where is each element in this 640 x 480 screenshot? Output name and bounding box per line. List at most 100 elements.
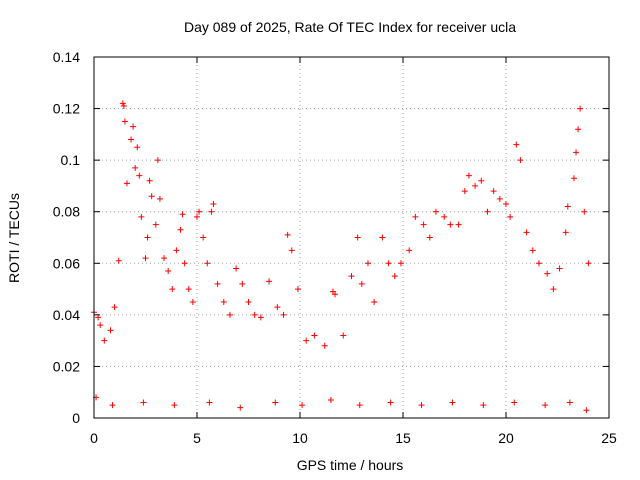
data-point xyxy=(169,286,176,293)
data-point xyxy=(385,260,392,267)
data-point xyxy=(272,399,279,406)
y-tick-label: 0.14 xyxy=(53,49,80,65)
data-point xyxy=(490,188,497,195)
data-point xyxy=(274,304,281,311)
grid-lines xyxy=(94,57,609,418)
data-point xyxy=(95,314,102,321)
x-tick-label: 15 xyxy=(395,430,411,446)
data-point xyxy=(226,311,233,318)
data-point xyxy=(507,213,514,220)
data-point xyxy=(121,118,128,125)
data-point xyxy=(251,311,258,318)
x-axis-label: GPS time / hours xyxy=(297,457,404,473)
data-point xyxy=(529,247,536,254)
data-point xyxy=(364,260,371,267)
data-point xyxy=(154,157,161,164)
data-point xyxy=(542,402,549,409)
data-point xyxy=(577,105,584,112)
data-point xyxy=(455,221,462,228)
data-point xyxy=(179,211,186,218)
data-point xyxy=(280,311,287,318)
data-point xyxy=(513,141,520,148)
data-point xyxy=(426,234,433,241)
data-point xyxy=(447,221,454,228)
data-point xyxy=(140,399,147,406)
data-point xyxy=(511,399,518,406)
data-point xyxy=(245,298,252,305)
data-point xyxy=(97,322,104,329)
axis-ticks: 0 5 10 15 20 25 0 0.02 0.04 0.06 0.08 0.1 0.12 0.14 xyxy=(53,49,617,446)
data-point xyxy=(379,234,386,241)
data-point xyxy=(177,226,184,233)
data-point xyxy=(220,298,227,305)
data-point xyxy=(503,200,509,207)
data-point xyxy=(266,278,273,285)
x-tick-label: 5 xyxy=(193,430,201,446)
data-point xyxy=(120,102,127,109)
y-tick-label: 0.06 xyxy=(53,255,80,271)
data-point xyxy=(575,126,582,133)
data-point xyxy=(412,213,419,220)
data-point xyxy=(535,260,542,267)
data-point xyxy=(214,280,221,287)
data-point xyxy=(233,265,240,272)
data-point xyxy=(171,402,178,409)
data-point xyxy=(583,407,590,414)
data-point xyxy=(478,177,485,184)
data-point xyxy=(523,229,530,236)
data-point xyxy=(449,399,456,406)
x-tick-label: 10 xyxy=(292,430,308,446)
y-tick-label: 0.04 xyxy=(53,307,80,323)
data-point xyxy=(496,195,503,202)
data-point xyxy=(348,273,355,280)
data-point xyxy=(387,399,394,406)
plot-frame xyxy=(93,56,610,419)
data-point xyxy=(418,402,425,409)
data-point xyxy=(573,149,580,156)
data-point xyxy=(420,221,427,228)
data-point xyxy=(562,229,569,236)
data-point xyxy=(465,172,472,179)
data-point xyxy=(196,208,203,215)
data-point xyxy=(173,247,180,254)
data-point xyxy=(288,247,295,254)
data-point xyxy=(570,175,577,182)
data-point xyxy=(136,172,143,179)
x-tick-label: 20 xyxy=(498,430,514,446)
data-point xyxy=(294,286,301,293)
data-point xyxy=(556,265,563,272)
data-point xyxy=(311,332,318,339)
data-point xyxy=(130,123,137,130)
data-point xyxy=(181,260,188,267)
data-point xyxy=(109,402,116,409)
data-point xyxy=(327,396,334,403)
data-point xyxy=(128,136,135,143)
data-point xyxy=(146,177,153,184)
data-point xyxy=(237,404,244,411)
data-point xyxy=(210,200,217,207)
data-point xyxy=(111,304,118,311)
data-point xyxy=(581,208,588,215)
data-point xyxy=(303,337,310,344)
data-point xyxy=(148,193,155,200)
data-point xyxy=(406,247,413,254)
data-point xyxy=(356,402,363,409)
data-point xyxy=(138,213,145,220)
data-point xyxy=(189,298,196,305)
data-point xyxy=(134,144,141,151)
x-tick-label: 0 xyxy=(90,430,98,446)
data-point xyxy=(132,164,139,171)
data-point xyxy=(165,268,172,275)
data-point xyxy=(585,260,592,267)
data-point xyxy=(123,180,130,187)
y-tick-label: 0 xyxy=(72,410,80,426)
data-point xyxy=(564,203,571,210)
data-point xyxy=(480,402,487,409)
data-point xyxy=(517,157,524,164)
data-point xyxy=(115,257,122,264)
data-point xyxy=(566,399,573,406)
y-tick-label: 0.1 xyxy=(61,152,81,168)
data-point xyxy=(484,208,491,215)
y-axis-label: ROTI / TECUs xyxy=(6,193,22,283)
